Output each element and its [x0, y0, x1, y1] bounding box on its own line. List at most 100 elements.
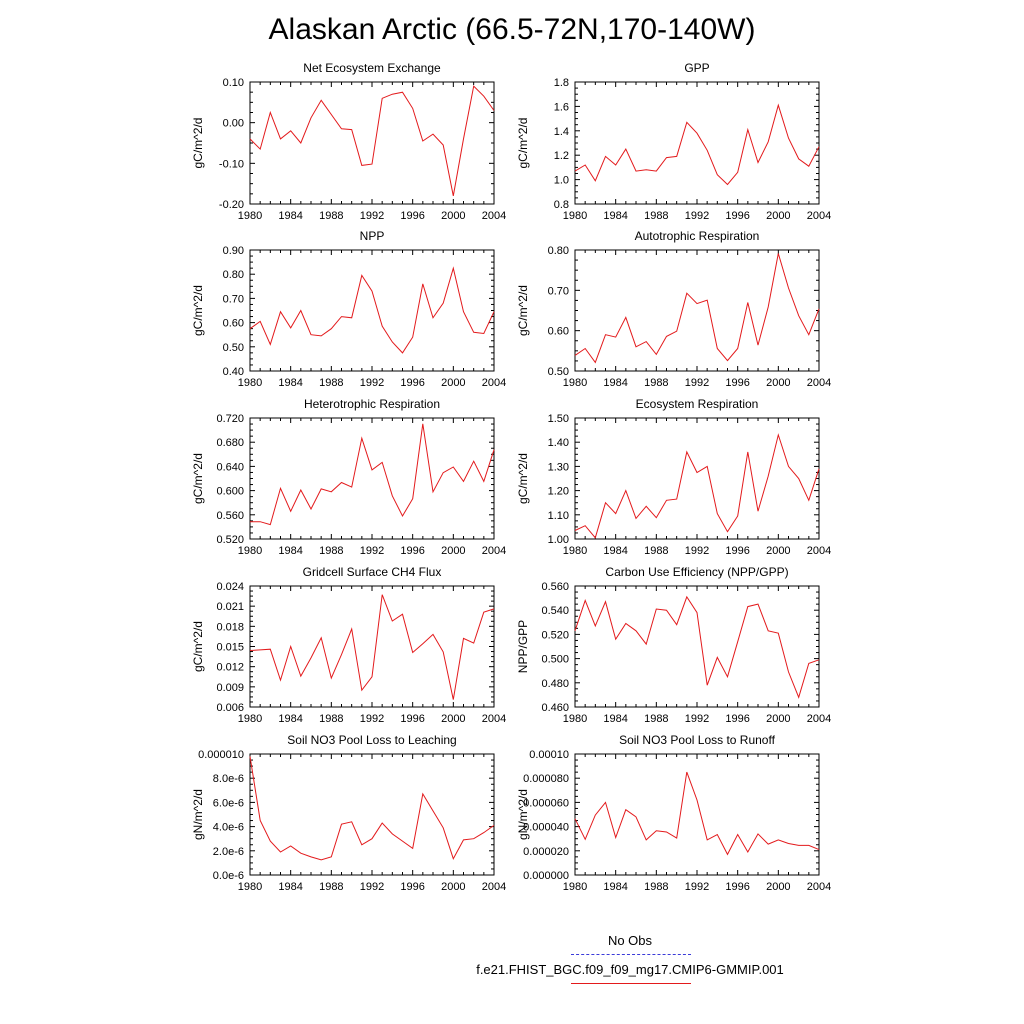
x-tick-label: 2004 [807, 210, 831, 222]
x-tick-label: 1996 [400, 545, 424, 557]
x-tick-label: 1984 [278, 881, 302, 893]
y-tick-label: 0.000080 [523, 773, 569, 785]
y-axis-label: gN/m^2/d [191, 789, 205, 840]
series-line [249, 756, 495, 861]
x-tick-label: 1992 [360, 881, 384, 893]
y-tick-label: 6.0e-6 [213, 797, 244, 809]
x-tick-label: 1988 [644, 377, 668, 389]
x-tick-label: 2004 [482, 713, 506, 725]
y-tick-label: 1.30 [548, 461, 569, 473]
y-tick-label: 1.8 [554, 77, 569, 89]
series-line [250, 423, 495, 526]
x-tick-label: 1992 [685, 545, 709, 557]
x-tick-label: 2000 [441, 881, 465, 893]
x-tick-label: 1992 [360, 377, 384, 389]
y-tick-label: -0.20 [219, 199, 244, 211]
x-tick-label: 2000 [766, 377, 790, 389]
legend-no-obs-label: No Obs [607, 933, 653, 948]
y-tick-label: 0.70 [548, 285, 569, 297]
series-line [249, 266, 495, 354]
y-tick-label: 0.000020 [523, 846, 569, 858]
panel-title: Soil NO3 Pool Loss to Runoff [619, 733, 776, 747]
panel-title: Heterotrophic Respiration [304, 397, 440, 411]
y-tick-label: 0.520 [216, 534, 244, 546]
x-tick-label: 1992 [685, 713, 709, 725]
x-tick-label: 1988 [644, 713, 668, 725]
plot-frame [574, 753, 820, 876]
y-tick-label: 4.0e-6 [213, 822, 244, 834]
x-tick-label: 1988 [319, 210, 343, 222]
y-tick-label: 1.0 [554, 175, 569, 187]
y-tick-label: 0.560 [216, 510, 244, 522]
x-tick-label: 1984 [278, 210, 302, 222]
y-tick-label: 8.0e-6 [213, 773, 244, 785]
y-tick-label: 0.640 [216, 461, 244, 473]
series-line [249, 594, 495, 700]
x-tick-label: 1996 [400, 210, 424, 222]
plot-frame [249, 81, 495, 205]
x-tick-label: 2004 [482, 881, 506, 893]
y-tick-label: 0.80 [548, 245, 569, 257]
x-tick-label: 1980 [563, 545, 587, 557]
y-axis-label: gN/m^2/d [516, 789, 530, 840]
y-axis-label: gC/m^2/d [516, 453, 530, 504]
plot-frame [574, 81, 820, 205]
y-axis-label: gC/m^2/d [191, 285, 205, 336]
y-tick-label: 1.4 [554, 126, 569, 138]
panel-2: NPP gC/m^2/d 1980 1984 1988 1992 1996 2000 2004 0… [191, 229, 506, 389]
x-tick-label: 1980 [563, 377, 587, 389]
y-tick-label: 0.480 [541, 678, 569, 690]
x-tick-label: 2004 [807, 545, 831, 557]
x-tick-label: 2004 [807, 881, 831, 893]
x-tick-label: 1984 [278, 713, 302, 725]
y-axis-label: gC/m^2/d [516, 285, 530, 336]
plot-frame [249, 417, 495, 540]
y-tick-label: 1.50 [548, 413, 569, 425]
panel-title: Net Ecosystem Exchange [303, 61, 441, 75]
y-tick-label: 0.520 [541, 629, 569, 641]
y-tick-label: 0.8 [554, 199, 569, 211]
y-tick-label: 0.80 [223, 269, 244, 281]
x-tick-label: 1996 [725, 881, 749, 893]
panel-6: Gridcell Surface CH4 Flux gC/m^2/d 1980 198… [191, 565, 506, 725]
y-tick-label: 0.40 [223, 366, 244, 378]
y-axis-label: NPP/GPP [516, 620, 530, 673]
y-tick-label: 0.000010 [198, 749, 244, 761]
x-tick-label: 1992 [360, 210, 384, 222]
x-tick-label: 2004 [482, 210, 506, 222]
y-tick-label: 0.540 [541, 605, 569, 617]
x-tick-label: 1992 [685, 377, 709, 389]
legend-case-label: f.e21.FHIST_BGC.f09_f09_mg17.CMIP6-GMMIP… [476, 962, 784, 977]
y-tick-label: 0.70 [223, 293, 244, 305]
y-tick-label: 0.10 [223, 77, 244, 89]
x-tick-label: 1992 [360, 713, 384, 725]
panel-title: Ecosystem Respiration [636, 397, 759, 411]
x-tick-label: 1988 [319, 881, 343, 893]
panel-5: Ecosystem Respiration gC/m^2/d 1980 1984 198… [516, 397, 831, 557]
x-tick-label: 1992 [685, 881, 709, 893]
x-tick-label: 1980 [563, 881, 587, 893]
y-tick-label: 0.024 [216, 581, 244, 593]
y-tick-label: 0.720 [216, 413, 244, 425]
panel-1: GPP gC/m^2/d 1980 1984 1988 1992 1996 2000 2004 0… [516, 61, 831, 222]
x-tick-label: 1980 [238, 713, 262, 725]
y-tick-label: 0.460 [541, 702, 569, 714]
y-tick-label: 0.012 [216, 662, 244, 674]
x-tick-label: 2000 [441, 377, 465, 389]
x-tick-label: 2004 [807, 377, 831, 389]
x-tick-label: 1988 [319, 545, 343, 557]
y-axis-label: gC/m^2/d [191, 621, 205, 672]
x-tick-label: 1980 [238, 210, 262, 222]
x-tick-label: 1988 [644, 881, 668, 893]
panel-0: Net Ecosystem Exchange gC/m^2/d 1980 1984 19… [191, 61, 506, 222]
x-tick-label: 2000 [441, 713, 465, 725]
plot-frame [249, 585, 495, 708]
x-tick-label: 2004 [807, 713, 831, 725]
plot-frame [574, 585, 820, 708]
x-tick-label: 2004 [482, 545, 506, 557]
x-tick-label: 1980 [238, 377, 262, 389]
series-line [574, 771, 820, 856]
y-tick-label: 0.90 [223, 245, 244, 257]
x-tick-label: 1996 [400, 377, 424, 389]
series-line [574, 103, 820, 186]
